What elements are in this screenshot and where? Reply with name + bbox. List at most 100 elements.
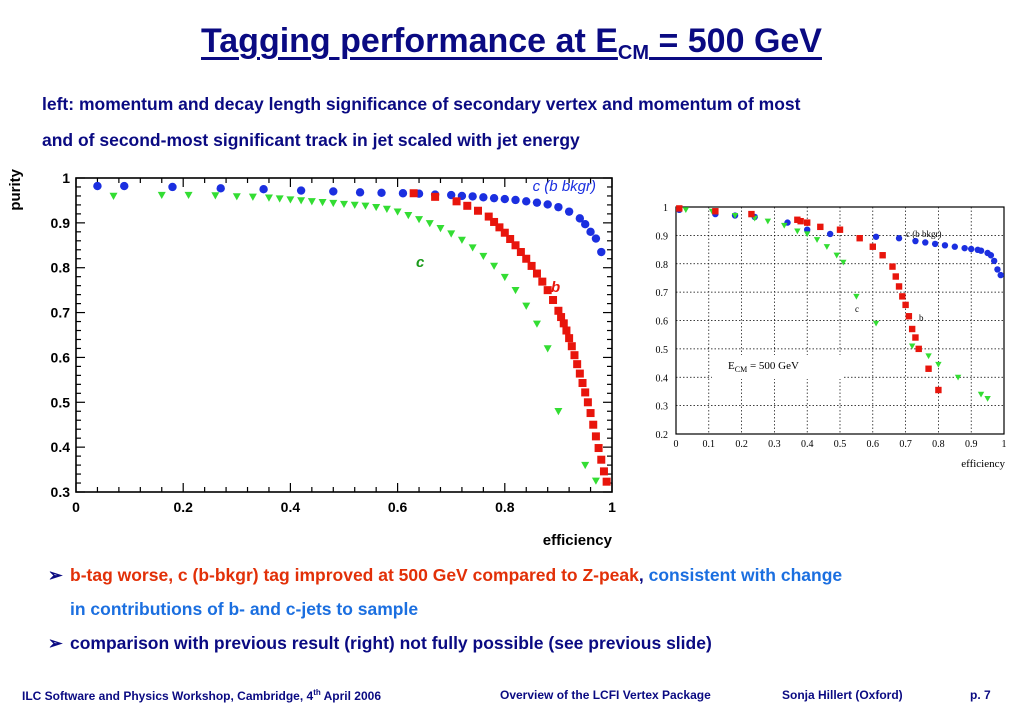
left-point-triangle [361, 202, 370, 210]
left-x-tick-label: 0 [72, 499, 80, 515]
right-annotation-b: b [919, 313, 924, 323]
left-point-triangle [275, 195, 284, 203]
right-point-circle [912, 237, 919, 245]
left-point-triangle [211, 192, 220, 200]
left-plot-frame [75, 177, 613, 493]
left-point-square [452, 197, 461, 206]
left-point-triangle [468, 244, 477, 252]
left-point-triangle [307, 198, 316, 206]
right-point-circle [994, 266, 1001, 273]
left-point-square [594, 444, 603, 453]
left-point-square [583, 398, 592, 407]
left-point-square [599, 467, 608, 476]
footer-page-number: p. 7 [970, 688, 991, 702]
right-point-square [879, 252, 886, 259]
left-data-marks [93, 181, 611, 486]
left-point-triangle [232, 193, 241, 201]
right-plot-grid [675, 206, 1005, 435]
right-point-square [748, 210, 755, 218]
left-point-square [559, 319, 568, 328]
right-x-axis-label: efficiency [961, 458, 1005, 470]
left-point-triangle [109, 192, 118, 200]
slide-title: Tagging performance at ECM = 500 GeV [0, 22, 1023, 65]
left-point-triangle [382, 205, 391, 213]
bullet-2-text: comparison with previous result (right) … [70, 633, 712, 653]
left-y-tick-label: 0.8 [51, 260, 71, 276]
left-point-square [474, 206, 482, 215]
subtitle-line-2: and of second-most significant track in … [42, 130, 580, 150]
left-point-square [573, 360, 582, 369]
left-y-tick-label: 0.7 [51, 305, 71, 321]
left-point-triangle [318, 199, 327, 207]
right-y-tick-label: 0.5 [656, 345, 669, 356]
right-point-square [925, 365, 932, 372]
left-point-circle [398, 189, 408, 198]
subtitle-line-1: left: momentum and decay length signific… [42, 94, 801, 114]
left-y-tick-label: 0.5 [51, 394, 71, 410]
right-point-circle [931, 240, 939, 248]
right-y-tick-label: 0.6 [656, 317, 669, 328]
right-point-triangle [977, 391, 985, 398]
right-point-square [869, 243, 876, 250]
left-point-triangle [511, 286, 520, 295]
left-point-circle [168, 182, 177, 192]
left-point-triangle [264, 194, 273, 202]
right-x-tick-label: 0.5 [834, 439, 847, 450]
right-point-circle [941, 242, 949, 249]
left-point-circle [489, 193, 499, 203]
left-y-tick-label: 0.6 [51, 349, 71, 365]
right-point-square [676, 205, 683, 212]
right-y-tick-label: 0.3 [656, 402, 669, 413]
right-x-tick-label: 0.8 [932, 439, 945, 450]
right-point-circle [968, 245, 975, 253]
left-point-triangle [479, 252, 488, 261]
right-annotation-c: c [855, 304, 859, 314]
bullet-2: ➢ comparison with previous result (right… [48, 626, 1008, 660]
right-point-triangle [823, 244, 831, 250]
right-point-triangle [840, 259, 847, 266]
right-point-square [712, 208, 719, 215]
left-point-circle [532, 198, 542, 207]
left-x-tick-label: 0.6 [388, 499, 408, 515]
left-point-square [522, 254, 531, 263]
left-point-triangle [436, 225, 445, 233]
right-x-tick-label: 0.2 [735, 439, 748, 450]
right-point-square [797, 217, 804, 225]
left-point-circle [564, 207, 574, 216]
right-data-marks [676, 205, 1004, 402]
right-x-tick-label: 0.7 [899, 439, 912, 450]
right-point-triangle [794, 228, 801, 235]
left-point-circle [355, 188, 365, 197]
bullet-arrow-icon: ➢ [48, 565, 63, 585]
right-y-tick-label: 0.7 [656, 288, 669, 299]
left-point-triangle [329, 199, 338, 208]
right-point-triangle [764, 218, 772, 225]
left-point-square [578, 378, 587, 387]
right-point-triangle [833, 252, 840, 259]
footer-event: ILC Software and Physics Workshop, Cambr… [22, 688, 382, 703]
left-point-triangle [447, 230, 456, 238]
right-y-tick-label: 0.4 [656, 373, 669, 384]
title-subscript: CM [617, 42, 650, 64]
right-x-tick-label: 1 [1002, 439, 1007, 450]
left-y-tick-label: 0.9 [51, 215, 71, 231]
left-point-circle [329, 187, 338, 196]
left-point-square [506, 235, 515, 244]
left-point-square [549, 296, 558, 305]
left-point-triangle [297, 197, 306, 205]
left-point-circle [522, 197, 531, 206]
left-point-triangle [184, 191, 193, 200]
left-point-triangle [425, 220, 434, 228]
right-point-circle [961, 244, 968, 252]
right-point-square [899, 293, 906, 300]
left-annotation-c: c [416, 254, 425, 271]
left-point-square [538, 277, 547, 286]
left-point-square [495, 223, 504, 232]
right-point-square [804, 219, 811, 226]
right-point-circle [804, 226, 811, 233]
left-point-circle [575, 214, 585, 223]
right-point-circle [895, 235, 903, 242]
right-point-square [892, 273, 899, 280]
footer-author: Sonja Hillert (Oxford) [782, 688, 903, 702]
right-axis-ticks: 0 0.1 0.2 0.3 0.4 0.5 0.6 0.7 0.8 0.9 1 0.2 0.3 0.4 0.… [656, 203, 1007, 450]
